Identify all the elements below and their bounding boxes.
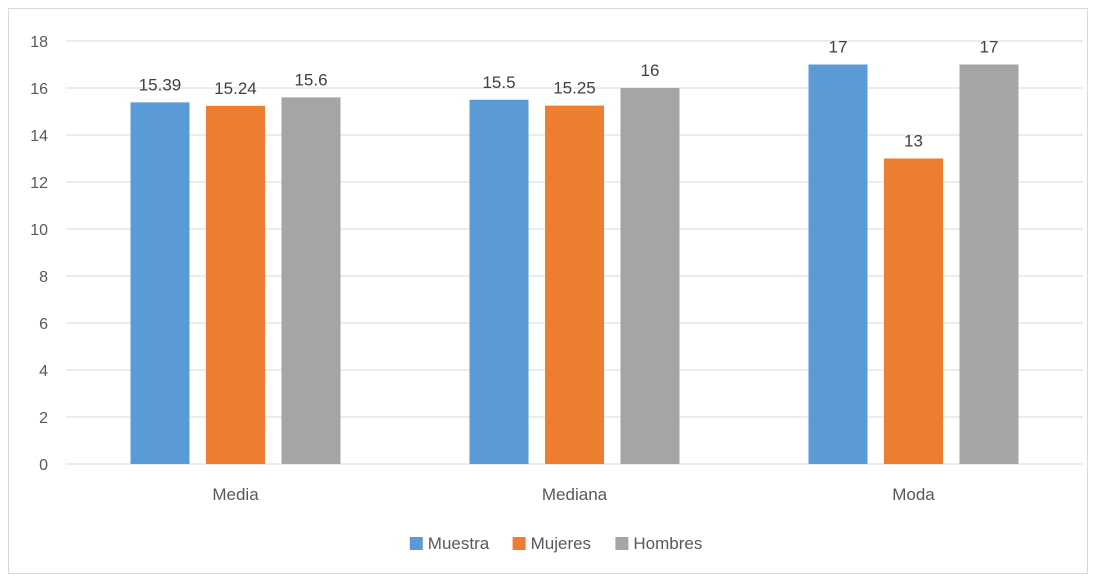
data-label: 15.5 [482,73,515,92]
y-tick-label: 18 [30,34,48,51]
bar [959,64,1019,464]
bar [884,158,943,464]
y-tick-label: 16 [30,81,48,98]
bar [545,105,604,464]
bar [130,102,190,465]
data-label: 15.6 [294,70,327,89]
x-category-label: Media [212,485,259,504]
data-label: 15.24 [214,79,257,98]
legend-label: Hombres [633,534,702,553]
legend-swatch [512,537,526,550]
data-label: 16 [641,61,660,80]
y-tick-label: 4 [39,363,48,380]
data-label: 13 [904,132,923,151]
bar [469,99,529,464]
legend-swatch [615,537,629,550]
bar [206,105,265,465]
legend-swatch [409,537,423,550]
data-label: 15.25 [553,79,596,98]
x-category-label: Mediana [542,485,608,504]
y-tick-label: 12 [30,175,48,192]
data-label: 17 [980,38,999,57]
bar [281,97,341,465]
y-tick-label: 0 [39,457,48,474]
y-tick-label: 6 [39,316,48,333]
y-tick-label: 14 [30,128,48,145]
y-tick-label: 2 [39,410,48,427]
x-category-label: Moda [892,485,935,504]
bar [808,64,868,464]
legend-label: Muestra [428,534,490,553]
y-tick-label: 10 [30,222,48,239]
data-label: 15.39 [139,75,182,94]
y-tick-label: 8 [39,269,48,286]
data-label: 17 [829,38,848,57]
legend-label: Mujeres [531,534,591,553]
bar [620,88,680,464]
